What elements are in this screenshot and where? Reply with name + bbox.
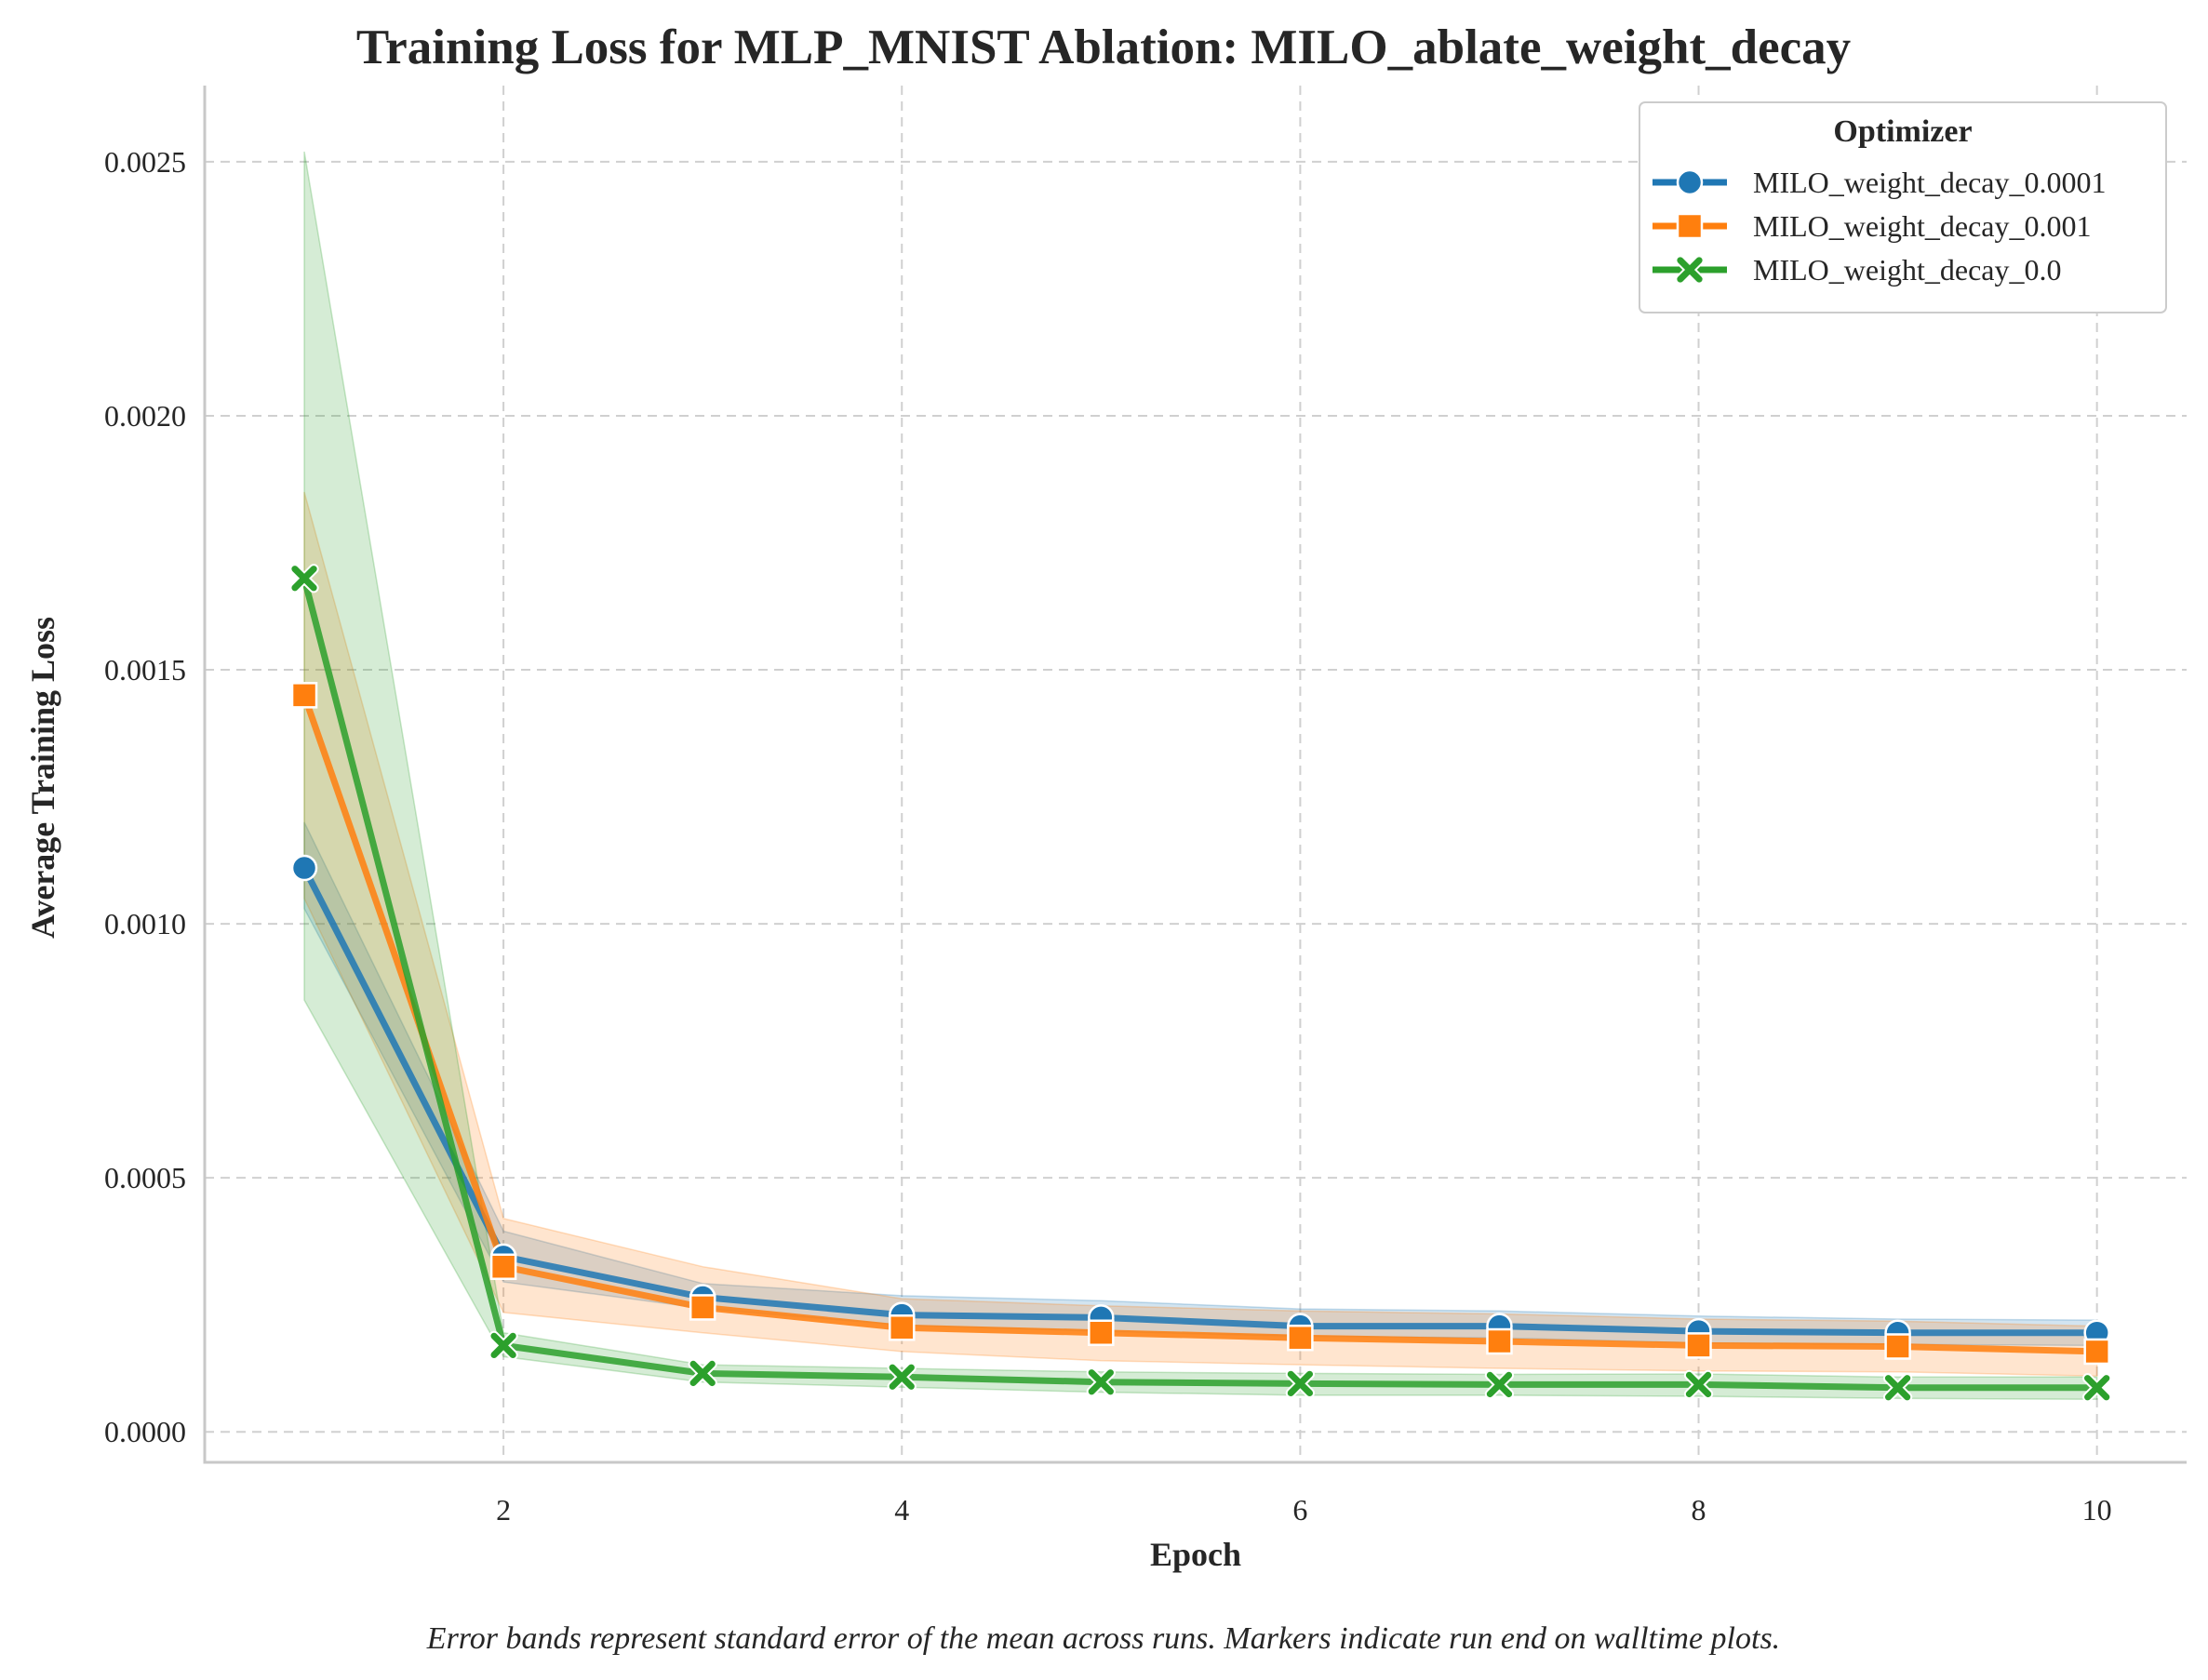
chart-title: Training Loss for MLP_MNIST Ablation: MI… [356, 20, 1851, 74]
error-bands [303, 151, 2098, 1401]
axes-spines [203, 86, 2187, 1464]
y-axis-label: Average Training Loss [24, 617, 61, 939]
marker-x-stroke [1677, 257, 1703, 283]
legend-marker [1675, 255, 1705, 285]
y-tick-label: 0.0015 [104, 653, 186, 687]
x-tick-label: 2 [496, 1493, 511, 1527]
series-line-circle [301, 866, 2097, 1337]
x-axis-label: Epoch [1150, 1536, 1241, 1573]
x-tick-label: 6 [1292, 1493, 1307, 1527]
error-band-x [303, 151, 2098, 1401]
data-point-x [1882, 1373, 1913, 1403]
data-point-square [2083, 1338, 2110, 1366]
data-point-square [489, 1253, 517, 1280]
data-point-x [289, 564, 319, 593]
series-lines [301, 577, 2097, 1392]
data-point-x [887, 1362, 917, 1392]
series-line-x [301, 577, 2097, 1392]
data-point-x [1285, 1368, 1316, 1398]
marker-x-stroke [1884, 1375, 1911, 1401]
y-tick-label: 0.0025 [104, 145, 186, 179]
y-tick-labels: 0.0000 0.0005 0.0010 0.0015 0.0020 0.0025 [104, 145, 186, 1448]
marker-x-stroke [1486, 1371, 1513, 1398]
data-point-square [1287, 1324, 1314, 1352]
x-tick-labels: 2 4 6 8 10 [496, 1493, 2112, 1527]
data-point-x [488, 1330, 518, 1361]
series-markers [289, 564, 2112, 1403]
error-band-square [303, 491, 2098, 1377]
x-tick-label: 8 [1692, 1493, 1706, 1527]
legend-entry: MILO_weight_decay_0.001 [1653, 209, 2091, 243]
legend-title: Optimizer [1833, 114, 1972, 149]
data-point-x [1683, 1369, 1714, 1400]
x-tick-label: 4 [894, 1493, 909, 1527]
marker-x-stroke [291, 566, 317, 592]
data-point-square [290, 682, 318, 709]
legend-entry: MILO_weight_decay_0.0 [1653, 253, 2061, 287]
y-tick-label: 0.0010 [104, 907, 186, 940]
y-tick-label: 0.0020 [104, 399, 186, 433]
marker-x-stroke [1287, 1370, 1314, 1396]
legend-marker [1676, 212, 1704, 240]
data-point-x [688, 1358, 717, 1389]
marker-x-stroke [889, 1364, 915, 1390]
legend-label: MILO_weight_decay_0.0 [1753, 253, 2061, 287]
data-point-circle [290, 854, 318, 882]
legend-label: MILO_weight_decay_0.001 [1753, 209, 2091, 243]
legend-entries: MILO_weight_decay_0.0001 MILO_weight_deca… [1653, 166, 2106, 287]
legend-box [1639, 101, 2167, 313]
data-point-square [1884, 1333, 1911, 1360]
chart-caption: Error bands represent standard error of … [426, 1621, 1780, 1656]
y-tick-label: 0.0000 [104, 1415, 186, 1448]
data-point-square [1486, 1327, 1513, 1355]
legend-label: MILO_weight_decay_0.0001 [1753, 166, 2106, 199]
series-line-square [301, 694, 2097, 1355]
y-tick-label: 0.0005 [104, 1161, 186, 1194]
data-point-square [1088, 1319, 1115, 1346]
data-point-square [888, 1314, 916, 1341]
marker-x-stroke [490, 1332, 516, 1359]
marker-x-stroke [1685, 1371, 1712, 1398]
data-point-square [1685, 1332, 1712, 1359]
data-point-x [1086, 1367, 1116, 1397]
legend-marker [1676, 168, 1704, 196]
data-point-square [689, 1294, 716, 1321]
marker-x-stroke [1088, 1369, 1114, 1395]
marker-x-stroke [689, 1360, 716, 1387]
x-tick-label: 10 [2082, 1493, 2112, 1527]
marker-x-stroke [2084, 1375, 2110, 1401]
legend-entry: MILO_weight_decay_0.0001 [1653, 166, 2106, 199]
data-point-x [1484, 1369, 1515, 1400]
data-point-x [2082, 1373, 2112, 1403]
legend: Optimizer MILO_weight_decay_0.0001MILO_w… [1639, 101, 2167, 313]
